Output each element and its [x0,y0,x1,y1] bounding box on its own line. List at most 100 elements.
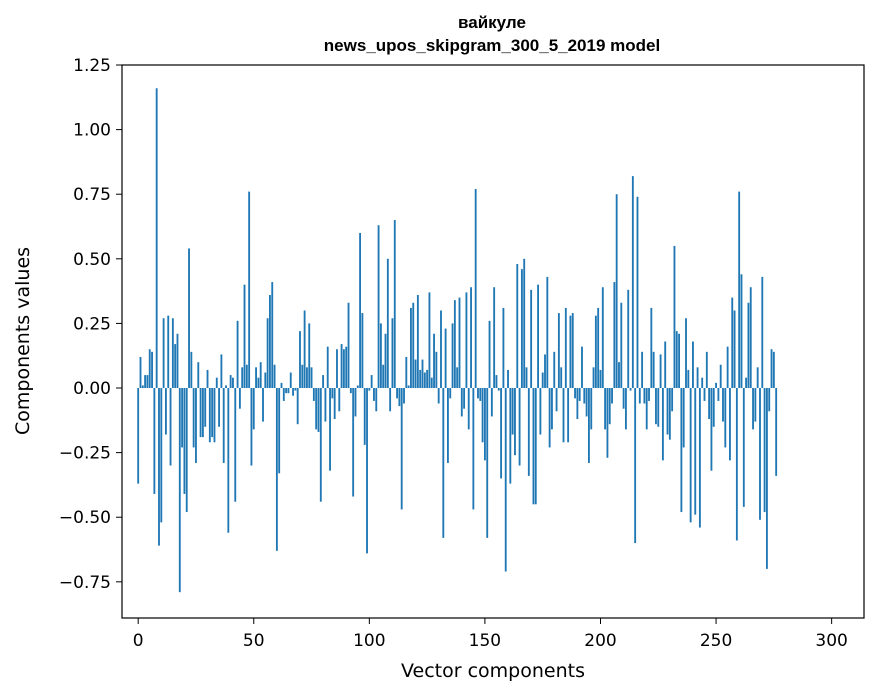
bar [467,388,470,430]
x-tick-label: 200 [584,631,616,651]
bar [137,388,140,484]
bar [749,287,752,389]
bar [312,388,315,401]
bar [761,276,764,389]
bar [701,377,704,389]
bar [354,388,357,417]
bar [557,313,560,389]
bar [421,359,424,389]
x-tick-label: 0 [133,631,144,651]
bar [655,388,657,425]
bar [576,388,579,420]
bar [479,388,482,401]
bar [255,367,257,389]
bar [333,388,336,420]
bar [347,302,350,389]
bar [666,388,669,435]
bar [368,388,371,391]
bar [477,388,479,399]
bar [620,302,623,389]
bar [442,388,445,538]
bar [599,369,602,389]
chart-subtitle: news_upos_skipgram_300_5_2019 model [324,36,660,55]
y-tick-label: −0.25 [59,444,111,464]
bar [735,388,738,541]
bar [410,307,412,389]
bar [486,388,489,538]
bar [648,388,650,401]
bar [624,388,627,430]
bar [345,346,348,389]
bar [248,191,251,389]
bar [514,388,516,456]
bar [615,194,618,389]
bar [712,388,715,427]
bar [361,313,364,389]
y-axis: 1.25 1.00 0.75 0.50 0.25 0.00 −0.25 −0.50 −0.75 [59,56,122,593]
bar [731,297,734,389]
bar [227,388,230,533]
bar [222,388,225,463]
bar [225,385,227,389]
bar [176,333,179,389]
bar [629,388,632,391]
bar [215,377,218,389]
bar [444,328,447,389]
bar [581,346,583,389]
bar [185,388,188,513]
bar [668,388,671,440]
bar [481,388,484,443]
bar [280,382,283,389]
bar [509,388,512,484]
bar [306,367,308,389]
bar [638,388,641,404]
bar [356,385,359,389]
bar [326,346,329,389]
bar [657,388,660,427]
bar [275,388,278,551]
bar [645,388,648,430]
bar [190,351,193,389]
bar [738,191,741,389]
bar [724,388,727,448]
bar [458,297,461,389]
bar [456,367,459,389]
bar [363,388,366,445]
bar [375,388,378,412]
bar [449,388,452,399]
bar [285,388,288,394]
bar [772,351,775,389]
bar [470,287,472,389]
bar [571,313,574,389]
bar [377,225,380,389]
bar [770,349,773,389]
bar [685,318,687,389]
bar [315,388,318,430]
y-axis-label: Components values [12,247,34,435]
bar [199,388,202,438]
bar [562,388,565,443]
bar [352,388,355,497]
bar [664,341,667,389]
bar [740,274,743,389]
plot-frame [121,64,865,619]
bar [643,388,646,404]
bar [289,372,292,389]
bar [181,388,184,448]
bar [178,388,181,593]
bar [520,269,523,389]
bar [400,388,403,510]
bar [234,388,237,502]
bar [414,359,417,389]
bar [742,388,745,507]
bar [139,357,142,389]
bar [428,292,431,389]
bar [490,388,493,417]
bar [211,388,214,438]
bar [269,294,271,389]
bar [419,369,422,389]
y-tick-label: 0.00 [73,379,111,399]
bar [463,388,466,409]
bar [696,367,699,389]
